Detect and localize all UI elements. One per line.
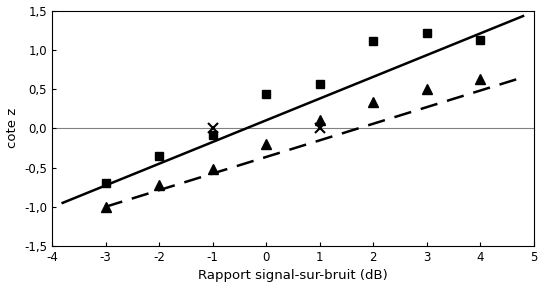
X-axis label: Rapport signal-sur-bruit (dB): Rapport signal-sur-bruit (dB) [198, 270, 388, 283]
Y-axis label: cote z: cote z [5, 108, 18, 148]
